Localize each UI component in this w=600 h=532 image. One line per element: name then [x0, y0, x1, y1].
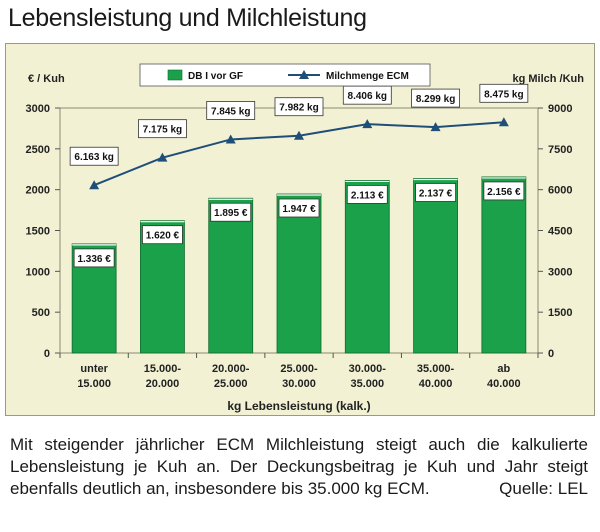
y-tick-label: 0: [44, 348, 50, 360]
bar-label-box: [483, 181, 525, 201]
bar-data-label: 1.336 €: [77, 254, 111, 265]
line-marker: [157, 152, 168, 162]
x-tick-label: 40.000: [419, 378, 453, 390]
y2-axis-label: kg Milch /Kuh: [513, 73, 585, 85]
line-data-label: 8.299 kg: [416, 94, 455, 105]
chart-axes: 0 500 1000 1500 2000 2500 3000 0 1500 3000 4500 600…: [26, 103, 573, 390]
line-marker: [294, 130, 304, 140]
bar-label-box: [346, 185, 388, 204]
caption: Mit steigender jährlicher ECM Milchleist…: [10, 434, 588, 500]
bar: [413, 178, 458, 354]
line-label-box: [206, 101, 256, 120]
bar: [481, 176, 527, 354]
legend: DB I vor GF Milchmenge ECM: [139, 63, 431, 87]
x-tick-label: 30.000: [282, 378, 316, 390]
bar-label-box: [73, 248, 115, 268]
bar: [208, 197, 254, 354]
line-data-label: 7.845 kg: [211, 106, 250, 117]
bar-data-label: 2.156 €: [487, 187, 521, 198]
bar-label-box: [415, 183, 456, 202]
line-marker: [498, 117, 509, 127]
x-tick-label: 20.000: [146, 378, 180, 390]
line-series: 6.163 kg 7.175 kg 7.845 kg 7.982 kg 8.406 kg…: [69, 83, 529, 190]
bar-label-box: [142, 225, 183, 245]
bar-data-label: 2.113 €: [351, 190, 384, 201]
x-tick-label: unter: [80, 363, 108, 375]
y2-tick-label: 4500: [548, 226, 572, 238]
y-tick-label: 1500: [26, 226, 50, 238]
bar-data-label: 1.620 €: [146, 231, 180, 242]
y-tick-label: 1000: [26, 266, 50, 278]
x-tick-label: 30.000-: [349, 363, 387, 375]
x-tick-label: 20.000-: [212, 363, 250, 375]
bar: [276, 193, 322, 354]
x-tick-label: 25.000-: [280, 363, 318, 375]
line-label-box: [69, 146, 119, 166]
x-tick-label: 25.000: [214, 378, 248, 390]
axis-labels: € / Kuh kg Milch /Kuh kg Lebensleistung (k…: [28, 73, 584, 413]
legend-label-line: Milchmenge ECM: [326, 71, 409, 82]
legend-marker-line: [299, 70, 309, 79]
x-tick-label: 40.000: [487, 378, 521, 390]
line-data-label: 7.175 kg: [143, 125, 182, 136]
x-tick-label: 35.000: [350, 378, 384, 390]
line-data-label: 6.163 kg: [74, 152, 113, 163]
x-tick-label: 35.000-: [417, 363, 455, 375]
line-label-box: [479, 83, 529, 103]
y2-tick-label: 6000: [548, 185, 572, 197]
line-marker: [89, 180, 100, 190]
y-tick-label: 2500: [26, 144, 50, 156]
y-tick-label: 3000: [26, 103, 50, 115]
y2-tick-label: 9000: [548, 103, 572, 115]
y2-tick-label: 3000: [548, 266, 572, 278]
y-axis-label: € / Kuh: [28, 73, 65, 85]
bar-series: 1.336 € 1.620 € 1.895 € 1.947 € 2.113 € 2.137…: [71, 176, 527, 354]
x-axis-label: kg Lebensleistung (kalk.): [227, 399, 370, 413]
legend-box: [139, 63, 431, 87]
legend-swatch-bar: [167, 69, 183, 81]
line-label-box: [274, 97, 324, 117]
y2-tick-label: 1500: [548, 307, 572, 319]
line-marker: [430, 122, 441, 132]
bar-data-label: 2.137 €: [419, 188, 453, 199]
x-tick-label: ab: [497, 363, 510, 375]
y-tick-label: 2000: [26, 185, 50, 197]
line-data-label: 8.406 kg: [348, 91, 387, 102]
line-data-label: 8.475 kg: [484, 89, 523, 100]
bar: [344, 180, 390, 354]
line-marker: [225, 134, 236, 144]
line-data-label: 7.982 kg: [279, 103, 318, 114]
line-label-box: [411, 88, 460, 108]
bar-label-box: [210, 202, 252, 222]
page-title: Lebensleistung und Milchleistung: [8, 4, 367, 32]
chart: 0 500 1000 1500 2000 2500 3000 0 1500 3000 4500 600…: [26, 63, 584, 413]
bar-label-box: [278, 198, 320, 218]
line-label-box: [138, 119, 187, 139]
bar-data-label: 1.895 €: [214, 208, 248, 219]
y-tick-label: 500: [32, 307, 50, 319]
x-tick-label: 15.000-: [144, 363, 182, 375]
caption-text: Mit steigender jährlicher ECM Milchleist…: [10, 435, 588, 498]
y2-tick-label: 7500: [548, 144, 572, 156]
source-label: Quelle: LEL: [499, 479, 588, 498]
legend-label-bar: DB I vor GF: [188, 71, 243, 82]
x-tick-label: 15.000: [77, 378, 111, 390]
bar-data-label: 1.947 €: [282, 204, 316, 215]
line-marker: [362, 119, 373, 129]
y2-tick-label: 0: [548, 348, 554, 360]
